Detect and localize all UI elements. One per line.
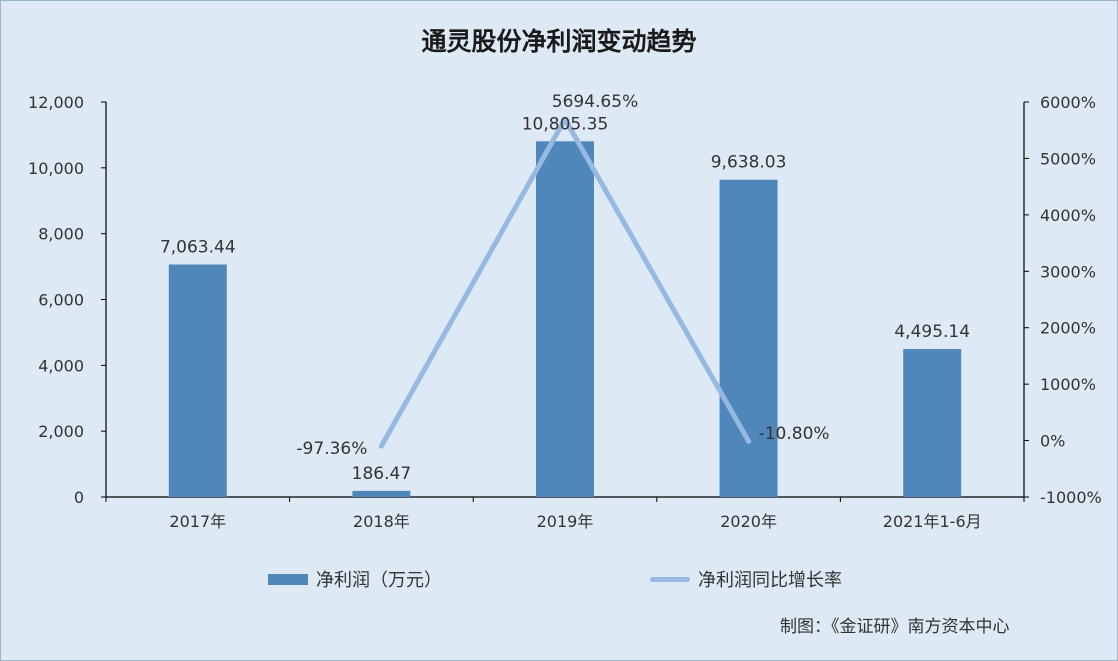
growth-rate-point xyxy=(378,443,384,449)
bar xyxy=(352,490,411,497)
x-axis-tick-label: 2020年 xyxy=(720,512,777,531)
chart-title: 通灵股份净利润变动趋势 xyxy=(421,27,697,56)
right-axis-tick-label: 6000% xyxy=(1040,93,1096,112)
bar-data-label: 9,638.03 xyxy=(711,153,787,173)
x-axis-tick-label: 2019年 xyxy=(537,512,594,531)
left-axis-tick-label: 10,000 xyxy=(28,159,84,178)
right-axis-tick-label: 3000% xyxy=(1040,262,1096,281)
legend-swatch-bar xyxy=(268,573,308,585)
left-axis-tick-label: 0 xyxy=(74,488,84,507)
x-axis-tick-label: 2018年 xyxy=(353,512,410,531)
bar xyxy=(536,141,594,497)
x-axis-tick-label: 2017年 xyxy=(169,512,226,531)
legend-item-growth-rate: 净利润同比增长率 xyxy=(650,566,842,592)
right-axis-tick-label: -1000% xyxy=(1040,488,1102,507)
line-data-label: -10.80% xyxy=(759,424,830,444)
right-axis-tick-label: 0% xyxy=(1040,432,1065,451)
left-axis-tick-label: 6,000 xyxy=(38,291,84,310)
left-axis-tick-label: 2,000 xyxy=(38,422,84,441)
left-axis-tick-label: 12,000 xyxy=(28,93,84,112)
right-axis-tick-label: 2000% xyxy=(1040,319,1096,338)
growth-rate-point xyxy=(562,116,568,122)
bar xyxy=(903,349,962,497)
bar-data-label: 186.47 xyxy=(352,464,411,484)
growth-rate-point xyxy=(746,438,752,444)
right-axis-tick-label: 5000% xyxy=(1040,149,1096,168)
bar-data-label: 4,495.14 xyxy=(894,322,970,342)
legend-swatch-line xyxy=(650,576,690,582)
left-axis-tick-label: 4,000 xyxy=(38,356,84,375)
x-axis-tick-label: 2021年1-6月 xyxy=(883,512,982,531)
line-data-label: -97.36% xyxy=(296,439,367,459)
line-data-label: 5694.65% xyxy=(552,92,638,112)
right-axis-tick-label: 1000% xyxy=(1040,375,1096,394)
legend-label-growth-rate: 净利润同比增长率 xyxy=(698,570,842,591)
chart-credit: 制图：《金证研》南方资本中心 xyxy=(780,617,1010,637)
right-axis-tick-label: 4000% xyxy=(1040,206,1096,225)
legend-label-net-profit: 净利润（万元） xyxy=(316,570,442,591)
left-axis-tick-label: 8,000 xyxy=(38,225,84,244)
bar xyxy=(168,264,227,497)
bar-data-label: 7,063.44 xyxy=(160,237,236,257)
bar-data-label: 10,805.35 xyxy=(522,114,609,134)
bar xyxy=(719,179,778,498)
legend-item-net-profit: 净利润（万元） xyxy=(268,566,442,592)
